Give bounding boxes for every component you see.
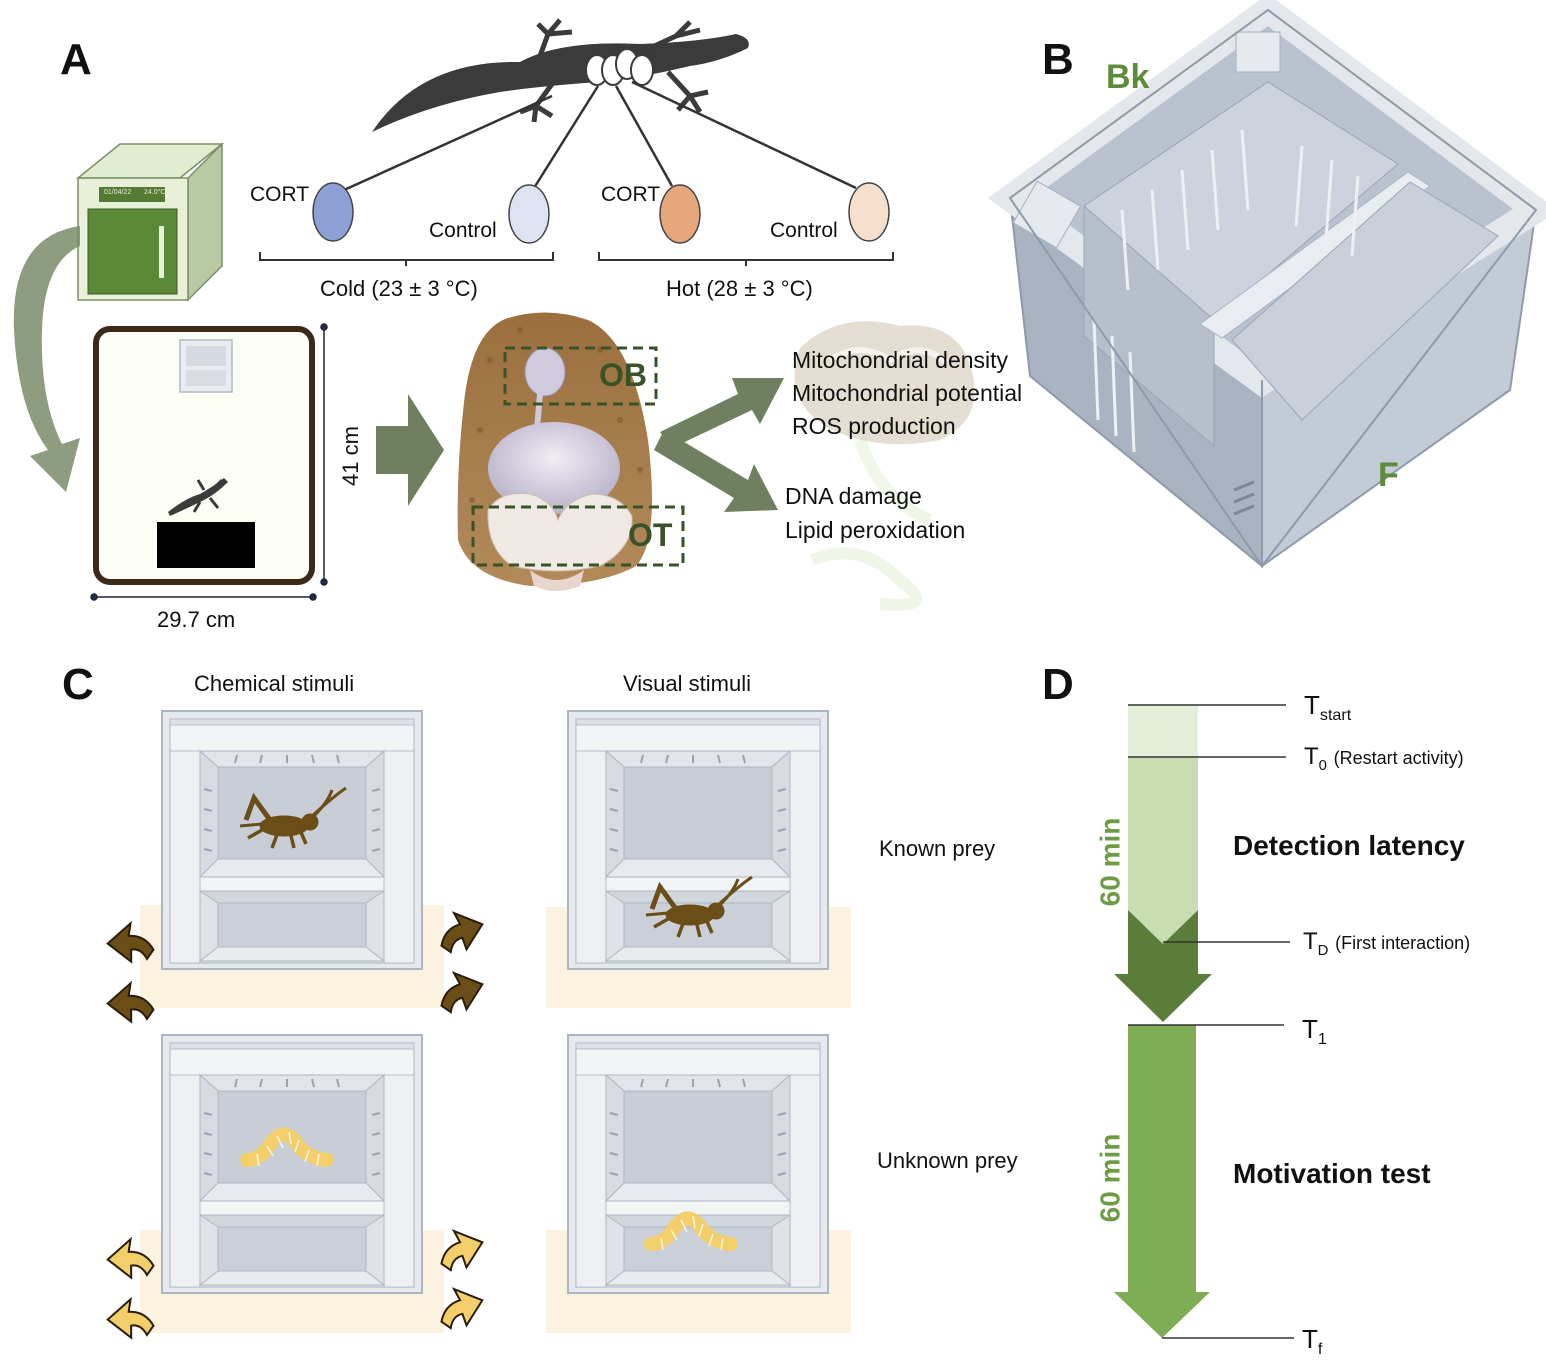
ot-measures-list: DNA damage Lipid peroxidation <box>785 479 965 547</box>
timepoint-td: TD (First interaction) <box>1303 928 1471 959</box>
ob-region-box <box>503 346 658 406</box>
arena-back-label: Bk <box>1106 58 1150 96</box>
incubator-temp: 24.0°C <box>144 189 166 196</box>
timepoint-tf: Tf <box>1302 1324 1323 1359</box>
eggs-illustration <box>585 48 654 86</box>
terrarium-to-brain-arrow <box>376 394 444 506</box>
ot-region-box <box>471 505 685 567</box>
cold-temperature-label: Cold (23 ± 3 °C) <box>320 276 478 301</box>
group-label-hot-control: Control <box>770 219 838 242</box>
timepoint-t0: T0 (Restart activity) <box>1304 743 1464 774</box>
timeline-illustration <box>1114 705 1212 1338</box>
panel-letter-d: D <box>1042 660 1074 709</box>
dna-watermark <box>809 438 933 611</box>
ob-measure-item: Mitochondrial density <box>792 347 1009 373</box>
lizard-mother-illustration <box>372 18 749 132</box>
panel-letter-b: B <box>1042 35 1074 84</box>
ob-label: OB <box>599 357 647 393</box>
column-header-chemical: Chemical stimuli <box>194 671 355 696</box>
mitochondria-watermark <box>794 321 975 445</box>
ob-measures-list: Mitochondrial density Mitochondrial pote… <box>792 344 1022 443</box>
incubator-illustration <box>75 142 225 302</box>
phase-label-motivation-test: Motivation test <box>1233 1158 1431 1189</box>
incubator-to-terrarium-arrow <box>13 226 80 492</box>
terrarium-width-label: 29.7 cm <box>157 607 236 632</box>
ot-measures-arrow <box>654 430 778 512</box>
hot-temperature-label: Hot (28 ± 3 °C) <box>666 276 813 301</box>
ot-measure-item: DNA damage <box>785 483 922 509</box>
terrarium-illustration <box>93 326 315 585</box>
ob-measure-item: ROS production <box>792 413 956 439</box>
row-label-known-prey: Known prey <box>879 836 996 861</box>
duration-label-detection: 60 min <box>1094 817 1126 907</box>
arena-visual-unknown <box>567 1034 829 1294</box>
group-label-hot-cort: CORT <box>601 183 661 206</box>
row-label-unknown-prey: Unknown prey <box>877 1148 1018 1173</box>
egg-hot-control <box>848 182 890 242</box>
timeline-tick-lines <box>1128 704 1294 1339</box>
ot-label: OT <box>628 517 673 553</box>
ob-measure-item: Mitochondrial potential <box>792 380 1023 406</box>
ob-measures-arrow <box>660 378 784 448</box>
duration-label-motivation: 60 min <box>1094 1133 1126 1223</box>
arena-3d-illustration <box>987 0 1546 569</box>
terrarium-height-label: 41 cm <box>337 426 363 486</box>
terrarium-dimension-lines <box>90 323 328 601</box>
arena-chemical-unknown <box>161 1034 423 1294</box>
incubator-date: 01/04/22 <box>104 189 132 196</box>
panel-letter-c: C <box>62 660 94 709</box>
arena-front-label: F <box>1378 456 1399 494</box>
timepoint-t1: T1 <box>1302 1014 1327 1049</box>
ot-measure-item: Lipid peroxidation <box>785 517 966 543</box>
egg-cold-control <box>508 184 550 244</box>
egg-allocation-lines <box>343 80 857 192</box>
column-header-visual: Visual stimuli <box>623 671 751 696</box>
phase-label-detection-latency: Detection latency <box>1233 830 1465 861</box>
panel-letter-a: A <box>60 35 92 84</box>
timepoint-start: Tstart <box>1304 690 1352 725</box>
egg-hot-cort <box>659 184 701 244</box>
temperature-braces <box>259 252 894 266</box>
treatment-eggs <box>312 182 890 244</box>
group-label-cold-control: Control <box>429 219 497 242</box>
egg-cold-cort <box>312 182 354 242</box>
brain-illustration <box>457 312 652 591</box>
group-label-cold-cort: CORT <box>250 183 310 206</box>
